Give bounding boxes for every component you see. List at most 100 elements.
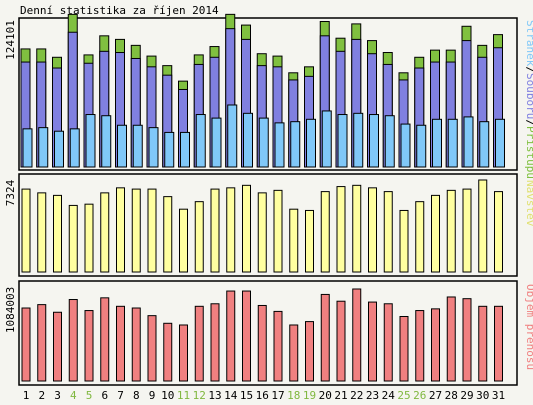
x-tick-label: 15 xyxy=(240,389,253,402)
pages-bar xyxy=(416,124,427,168)
visits-bar xyxy=(100,192,110,273)
volume-bar xyxy=(494,305,503,382)
pages-bar xyxy=(101,115,112,168)
pages-bar xyxy=(132,124,143,168)
legend-hits: Přístupů xyxy=(524,126,533,179)
top-panel-ylabel: 124101 xyxy=(4,20,17,60)
pages-bar xyxy=(117,124,127,168)
volume-bar xyxy=(226,290,236,382)
pages-bar xyxy=(321,110,332,168)
pages-bar xyxy=(337,114,348,168)
visits-bar xyxy=(210,188,220,273)
visits-bar xyxy=(131,188,141,273)
pages-bar xyxy=(353,112,364,168)
pages-bar xyxy=(38,127,49,168)
volume-bar xyxy=(446,296,456,382)
volume-bar xyxy=(147,315,157,382)
volume-bar xyxy=(289,324,299,382)
x-tick-label: 20 xyxy=(319,389,332,402)
legend-pages: Stránek xyxy=(524,20,533,67)
volume-bar xyxy=(431,308,440,382)
x-tick-label: 1 xyxy=(23,389,30,402)
volume-bar xyxy=(478,305,488,382)
middle-panel-ylabel: 7324 xyxy=(4,179,17,206)
volume-bar xyxy=(368,301,377,382)
volume-bar xyxy=(194,305,204,382)
x-tick-label: 17 xyxy=(271,389,284,402)
pages-bar xyxy=(148,127,159,168)
pages-bar xyxy=(384,115,395,168)
x-tick-label: 16 xyxy=(256,389,269,402)
volume-bar xyxy=(399,316,409,382)
pages-bar xyxy=(400,123,411,168)
bottom-panel-frame xyxy=(18,280,518,386)
visits-bar xyxy=(305,209,314,273)
visits-bar xyxy=(462,188,472,273)
volume-bar xyxy=(415,310,425,382)
x-tick-label: 3 xyxy=(54,389,61,402)
visits-bar xyxy=(289,208,299,273)
volume-bar xyxy=(210,303,220,382)
pages-bar xyxy=(447,118,458,168)
pages-bar xyxy=(495,118,505,168)
chart-title: Denní statistika za říjen 2014 xyxy=(20,4,219,17)
visits-bar xyxy=(257,192,267,273)
pages-bar xyxy=(258,117,269,168)
pages-bar xyxy=(211,117,222,168)
volume-bar xyxy=(68,299,78,382)
x-axis-day-labels: 1 2 3 4 5 6 7 8 9 10 11 12 13 14 15 16 17 18 19 20 21 22 23 24 2… xyxy=(23,389,505,402)
pages-bar xyxy=(274,122,285,168)
visits-bar xyxy=(68,204,78,273)
x-tick-label: 27 xyxy=(429,389,442,402)
visits-bar xyxy=(383,191,393,273)
bars-layer xyxy=(20,13,505,382)
volume-bar xyxy=(242,290,251,382)
x-tick-label: 9 xyxy=(149,389,156,402)
x-tick-label: 2 xyxy=(38,389,45,402)
x-tick-label: 13 xyxy=(208,389,221,402)
pages-bar xyxy=(180,131,190,168)
volume-bar xyxy=(320,293,330,382)
pages-bar xyxy=(432,118,442,168)
x-tick-label: 21 xyxy=(334,389,347,402)
visits-bar xyxy=(194,201,204,273)
visits-bar xyxy=(352,184,362,273)
visits-bar xyxy=(116,187,125,273)
visits-bar xyxy=(179,208,188,273)
volume-bar xyxy=(305,321,314,382)
pages-bar xyxy=(195,114,206,168)
visits-bar xyxy=(399,209,409,273)
visits-bar xyxy=(163,196,173,273)
pages-bar xyxy=(463,116,474,168)
pages-bar xyxy=(227,104,238,168)
volume-bar xyxy=(116,305,125,382)
x-tick-label: 12 xyxy=(193,389,206,402)
x-tick-label: 6 xyxy=(101,389,108,402)
top-panel-frame xyxy=(18,17,518,171)
visits-bar xyxy=(415,201,425,273)
x-tick-label: 25 xyxy=(397,389,410,402)
x-tick-label: 18 xyxy=(287,389,300,402)
visits-bar xyxy=(320,191,330,273)
x-tick-label: 8 xyxy=(133,389,140,402)
x-tick-label: 28 xyxy=(445,389,458,402)
pages-bar xyxy=(22,128,33,168)
x-tick-label: 23 xyxy=(366,389,379,402)
volume-bar xyxy=(100,297,110,382)
pages-bar xyxy=(85,114,96,168)
x-tick-label: 30 xyxy=(476,389,489,402)
pages-bar xyxy=(290,121,301,168)
visits-bar xyxy=(147,188,157,273)
x-tick-label: 14 xyxy=(224,389,238,402)
volume-bar xyxy=(53,311,62,382)
x-tick-label: 5 xyxy=(86,389,93,402)
volume-bar xyxy=(273,310,283,382)
volume-bar xyxy=(84,310,94,382)
pages-bar xyxy=(54,130,64,168)
bottom-panel-legend: Objem přenosů xyxy=(524,284,533,370)
bottom-panel-ylabel: 1084003 xyxy=(4,287,17,333)
volume-bar xyxy=(257,304,267,382)
visits-bar xyxy=(494,191,503,273)
volume-bar xyxy=(37,304,47,382)
